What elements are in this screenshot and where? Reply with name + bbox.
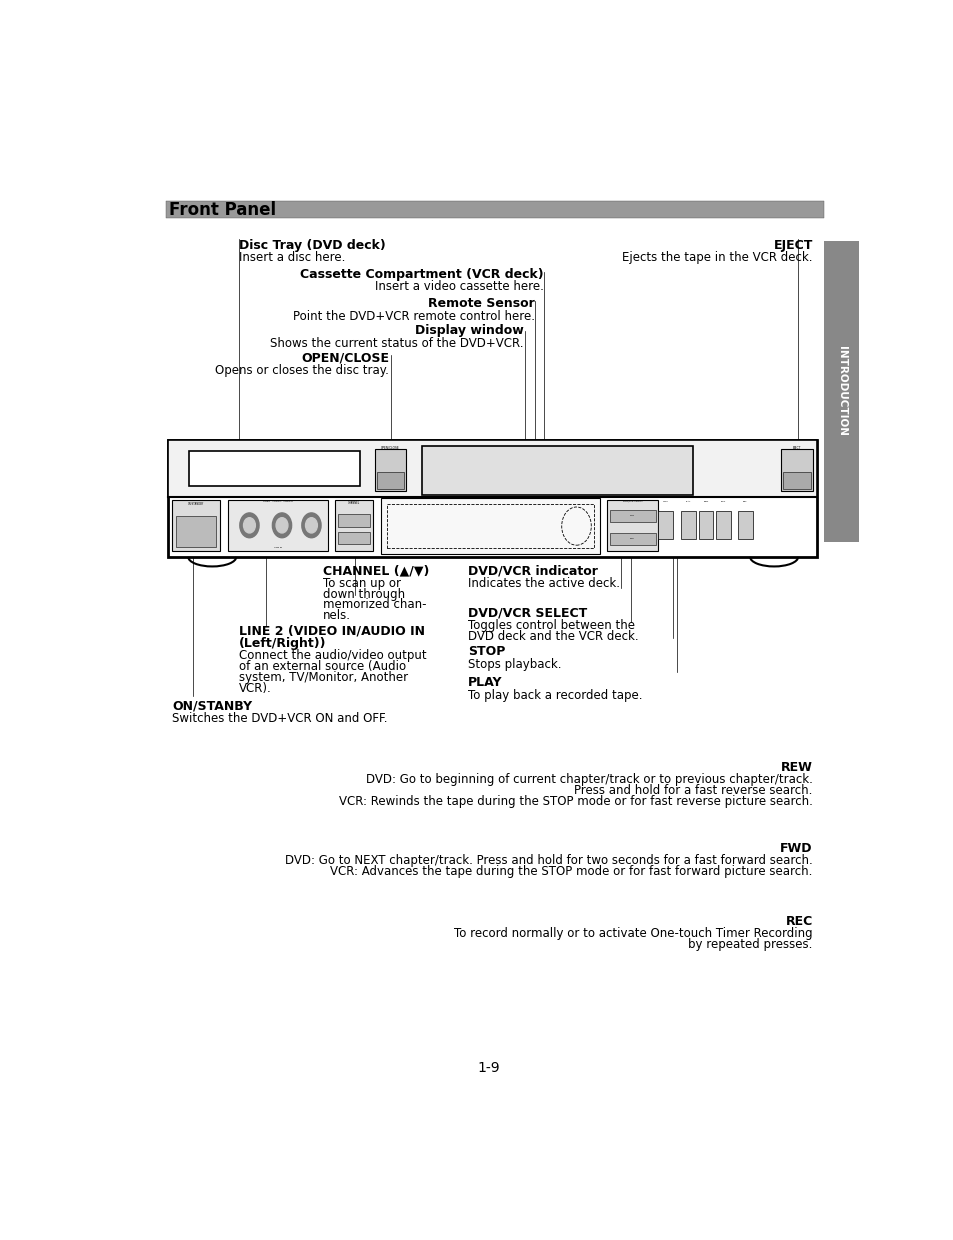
Bar <box>782 471 810 489</box>
Text: Press and hold for a fast reverse search.: Press and hold for a fast reverse search… <box>574 784 812 797</box>
Text: Point the DVD+VCR remote control here.: Point the DVD+VCR remote control here. <box>293 310 534 322</box>
Text: Remote Sensor: Remote Sensor <box>428 298 534 310</box>
Bar <box>228 500 328 551</box>
Bar <box>376 471 403 489</box>
Bar <box>168 440 816 497</box>
Text: To record normally or to activate One-touch Timer Recording: To record normally or to activate One-to… <box>454 928 812 940</box>
Text: PLAY: PLAY <box>468 676 502 689</box>
Bar <box>175 516 216 547</box>
Text: Disc Tray (DVD deck): Disc Tray (DVD deck) <box>239 239 386 252</box>
Text: REC: REC <box>785 915 812 928</box>
Text: Ejects the tape in the VCR deck.: Ejects the tape in the VCR deck. <box>621 252 812 264</box>
Bar <box>823 242 859 542</box>
Bar <box>716 511 730 539</box>
Text: EJECT: EJECT <box>773 239 812 252</box>
Text: Opens or closes the disc tray.: Opens or closes the disc tray. <box>214 363 389 377</box>
Circle shape <box>301 513 321 538</box>
Text: of an external source (Audio: of an external source (Audio <box>239 660 406 673</box>
Circle shape <box>273 513 292 538</box>
Bar <box>421 446 692 495</box>
Text: by repeated presses.: by repeated presses. <box>688 937 812 951</box>
Text: Front Panel: Front Panel <box>170 201 276 218</box>
Text: DVD/VCR SELECT: DVD/VCR SELECT <box>622 501 641 502</box>
Text: Connect the audio/video output: Connect the audio/video output <box>239 650 427 662</box>
Bar <box>607 500 658 551</box>
Text: OPEN/CLOSE: OPEN/CLOSE <box>300 351 389 365</box>
Text: nels.: nels. <box>323 609 351 622</box>
Text: DVD/VCR indicator: DVD/VCR indicator <box>468 564 598 578</box>
Text: down through: down through <box>323 588 405 600</box>
Text: VCR: Rewinds the tape during the STOP mode or for fast reverse picture search.: VCR: Rewinds the tape during the STOP mo… <box>338 795 812 807</box>
Text: ON/STANBY: ON/STANBY <box>172 699 252 712</box>
Bar <box>168 440 816 557</box>
Text: system, TV/Monitor, Another: system, TV/Monitor, Another <box>239 671 408 683</box>
Bar <box>738 511 752 539</box>
Text: VCR).: VCR). <box>239 682 272 694</box>
Text: DVD: Go to beginning of current chapter/track or to previous chapter/track.: DVD: Go to beginning of current chapter/… <box>366 774 812 786</box>
Bar <box>337 532 370 544</box>
Text: Insert a disc here.: Insert a disc here. <box>239 252 345 264</box>
Text: ON/STANDBY: ON/STANDBY <box>188 502 204 506</box>
Text: Toggles control between the: Toggles control between the <box>468 619 635 632</box>
Bar <box>375 449 406 491</box>
Bar <box>781 449 812 491</box>
Text: To play back a recorded tape.: To play back a recorded tape. <box>468 688 641 702</box>
Bar <box>609 510 655 522</box>
Text: REW: REW <box>781 761 812 774</box>
Bar <box>609 533 655 546</box>
Text: Cassette Compartment (VCR deck): Cassette Compartment (VCR deck) <box>300 268 543 281</box>
Bar <box>166 201 823 218</box>
Circle shape <box>275 517 288 533</box>
Text: (Left/Right)): (Left/Right)) <box>239 637 327 650</box>
Text: DVD: Go to NEXT chapter/track. Press and hold for two seconds for a fast forward: DVD: Go to NEXT chapter/track. Press and… <box>285 854 812 867</box>
Text: EJECT: EJECT <box>792 446 801 450</box>
Text: memorized chan-: memorized chan- <box>323 599 426 611</box>
Bar <box>337 515 370 527</box>
Text: 1-9: 1-9 <box>477 1061 499 1075</box>
Text: LINE 2 (VIDEO IN/AUDIO IN: LINE 2 (VIDEO IN/AUDIO IN <box>239 625 425 637</box>
Bar <box>189 450 359 486</box>
Text: CHANNEL (▲/▼): CHANNEL (▲/▼) <box>323 564 429 578</box>
Text: Indicates the active deck.: Indicates the active deck. <box>468 577 619 590</box>
Circle shape <box>239 513 259 538</box>
Bar <box>658 511 672 539</box>
Bar <box>387 505 593 548</box>
Text: To scan up or: To scan up or <box>323 577 400 590</box>
Bar <box>381 498 599 554</box>
Text: INTRODUCTION: INTRODUCTION <box>836 346 846 436</box>
Bar <box>698 511 713 539</box>
Text: STOP: STOP <box>468 646 505 658</box>
Text: Shows the current status of the DVD+VCR.: Shows the current status of the DVD+VCR. <box>270 337 523 350</box>
Bar <box>335 500 373 551</box>
Bar <box>680 511 696 539</box>
Text: VCR: Advances the tape during the STOP mode or for fast forward picture search.: VCR: Advances the tape during the STOP m… <box>330 866 812 878</box>
Text: Stops playback.: Stops playback. <box>468 657 561 671</box>
Text: CHANNEL: CHANNEL <box>348 501 360 505</box>
Circle shape <box>305 517 317 533</box>
Text: Display window: Display window <box>415 325 523 337</box>
Text: Insert a video cassette here.: Insert a video cassette here. <box>375 280 543 294</box>
Bar <box>166 201 823 218</box>
Text: FWD: FWD <box>780 842 812 854</box>
Text: Switches the DVD+VCR ON and OFF.: Switches the DVD+VCR ON and OFF. <box>172 712 387 724</box>
Text: DVD/VCR SELECT: DVD/VCR SELECT <box>468 606 587 620</box>
Text: OPEN/CLOSE: OPEN/CLOSE <box>381 446 399 450</box>
Text: DVD deck and the VCR deck.: DVD deck and the VCR deck. <box>468 630 638 644</box>
Circle shape <box>243 517 255 533</box>
Bar <box>172 500 220 551</box>
